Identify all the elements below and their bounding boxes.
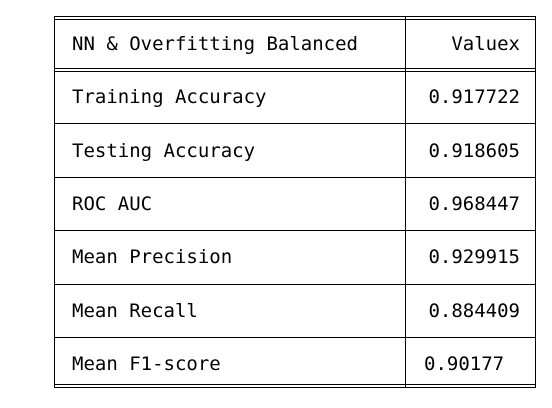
table-top-border — [54, 16, 536, 20]
row-value: 0.968447 — [428, 193, 520, 215]
row-metric: Testing Accuracy — [72, 140, 256, 162]
row-separator — [54, 230, 536, 231]
row-metric: Mean Recall — [72, 300, 198, 322]
row-metric: ROC AUC — [72, 193, 153, 215]
row-value: 0.917722 — [428, 86, 520, 108]
column-divider — [405, 16, 406, 388]
row-separator — [54, 177, 536, 178]
row-value: 0.90177 — [424, 353, 505, 375]
row-separator — [54, 284, 536, 285]
left-border — [54, 16, 55, 388]
row-value: 0.918605 — [428, 140, 520, 162]
right-border — [535, 16, 536, 388]
row-separator — [54, 337, 536, 338]
table-bottom-border — [54, 384, 536, 388]
header-value: Valuex — [451, 33, 520, 55]
metrics-table: NN & Overfitting Balanced Valuex Trainin… — [54, 16, 536, 389]
row-value: 0.929915 — [428, 246, 520, 268]
row-metric: Mean Precision — [72, 246, 233, 268]
row-metric: Training Accuracy — [72, 86, 267, 108]
row-metric: Mean F1-score — [72, 353, 221, 375]
row-separator — [54, 123, 536, 124]
row-value: 0.884409 — [428, 300, 520, 322]
header-separator — [54, 68, 536, 72]
header-metric: NN & Overfitting Balanced — [72, 33, 358, 55]
